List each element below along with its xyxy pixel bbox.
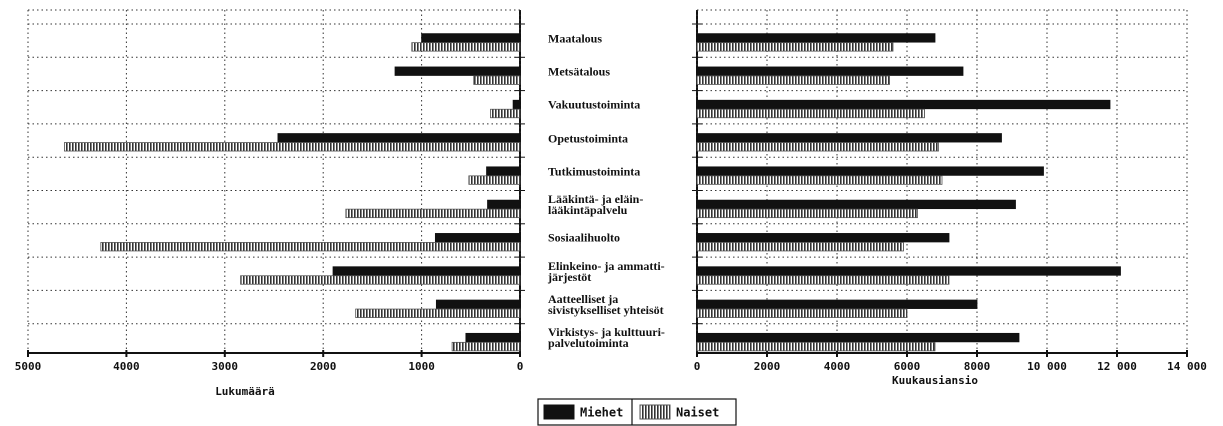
bar bbox=[100, 242, 521, 252]
bar bbox=[696, 332, 1020, 343]
bar bbox=[486, 166, 521, 176]
bar bbox=[411, 42, 521, 52]
x-tick-label: 0 bbox=[694, 360, 701, 373]
bar bbox=[696, 199, 1016, 210]
bar bbox=[487, 199, 521, 210]
bar bbox=[696, 133, 1002, 143]
bar bbox=[696, 75, 890, 85]
bar bbox=[696, 242, 904, 252]
x-tick-label: 2000 bbox=[310, 360, 337, 373]
bar bbox=[696, 299, 978, 309]
bar bbox=[512, 99, 521, 110]
bar bbox=[434, 233, 521, 243]
x-axis-label: Lukumäärä bbox=[215, 385, 275, 398]
x-tick-label: 2000 bbox=[754, 360, 781, 373]
x-tick-label: 12 000 bbox=[1097, 360, 1137, 373]
category-label: Maatalous bbox=[548, 31, 602, 46]
x-tick-label: 8000 bbox=[964, 360, 991, 373]
category-label: Tutkimustoiminta bbox=[548, 164, 641, 179]
bar bbox=[696, 233, 950, 243]
legend-swatch bbox=[543, 404, 575, 420]
bar bbox=[696, 341, 936, 352]
bar bbox=[696, 142, 939, 152]
bar bbox=[473, 75, 521, 85]
category-label: Opetustoiminta bbox=[548, 131, 629, 146]
bar bbox=[468, 175, 521, 185]
category-label: Aatteelliset ja sivistykselliset yhteisö… bbox=[548, 292, 664, 318]
bar bbox=[696, 33, 936, 43]
bar bbox=[451, 341, 521, 352]
bar bbox=[696, 42, 894, 52]
bar bbox=[696, 66, 964, 76]
bar bbox=[64, 142, 521, 152]
bar bbox=[490, 108, 521, 119]
bar bbox=[435, 299, 521, 309]
bar bbox=[696, 166, 1044, 176]
bar bbox=[332, 266, 521, 276]
category-label: Elinkeino- ja ammatti- järjestöt bbox=[548, 258, 665, 284]
bar bbox=[696, 275, 950, 285]
category-label: Vakuutustoiminta bbox=[548, 97, 641, 112]
bar bbox=[421, 33, 521, 43]
bar bbox=[465, 332, 521, 343]
x-tick-label: 10 000 bbox=[1027, 360, 1067, 373]
legend-label: Miehet bbox=[580, 406, 623, 420]
bar bbox=[696, 99, 1111, 110]
bar bbox=[696, 308, 908, 318]
bar bbox=[240, 275, 521, 285]
bar bbox=[696, 175, 943, 185]
bar bbox=[277, 133, 521, 143]
bar bbox=[355, 308, 521, 318]
bar bbox=[696, 266, 1121, 276]
category-label: Virkistys- ja kulttuuri- palvelutoiminta bbox=[548, 325, 665, 351]
x-tick-label: 5000 bbox=[15, 360, 42, 373]
bar bbox=[345, 208, 521, 219]
x-tick-label: 4000 bbox=[113, 360, 140, 373]
x-tick-label: 6000 bbox=[894, 360, 921, 373]
bar bbox=[696, 108, 925, 119]
x-tick-label: 3000 bbox=[212, 360, 239, 373]
legend-label: Naiset bbox=[676, 406, 719, 420]
x-tick-label: 1000 bbox=[408, 360, 435, 373]
category-label: Sosiaalihuolto bbox=[548, 230, 621, 245]
x-axis-label: Kuukausiansio bbox=[892, 374, 978, 387]
x-tick-label: 0 bbox=[517, 360, 524, 373]
category-label: Lääkintä- ja eläin- lääkintäpalvelu bbox=[548, 192, 644, 218]
bar bbox=[394, 66, 521, 76]
category-label: Metsätalous bbox=[548, 64, 610, 79]
x-tick-label: 4000 bbox=[824, 360, 851, 373]
legend-swatch bbox=[639, 404, 671, 420]
bar bbox=[696, 208, 918, 219]
x-tick-label: 14 000 bbox=[1167, 360, 1207, 373]
